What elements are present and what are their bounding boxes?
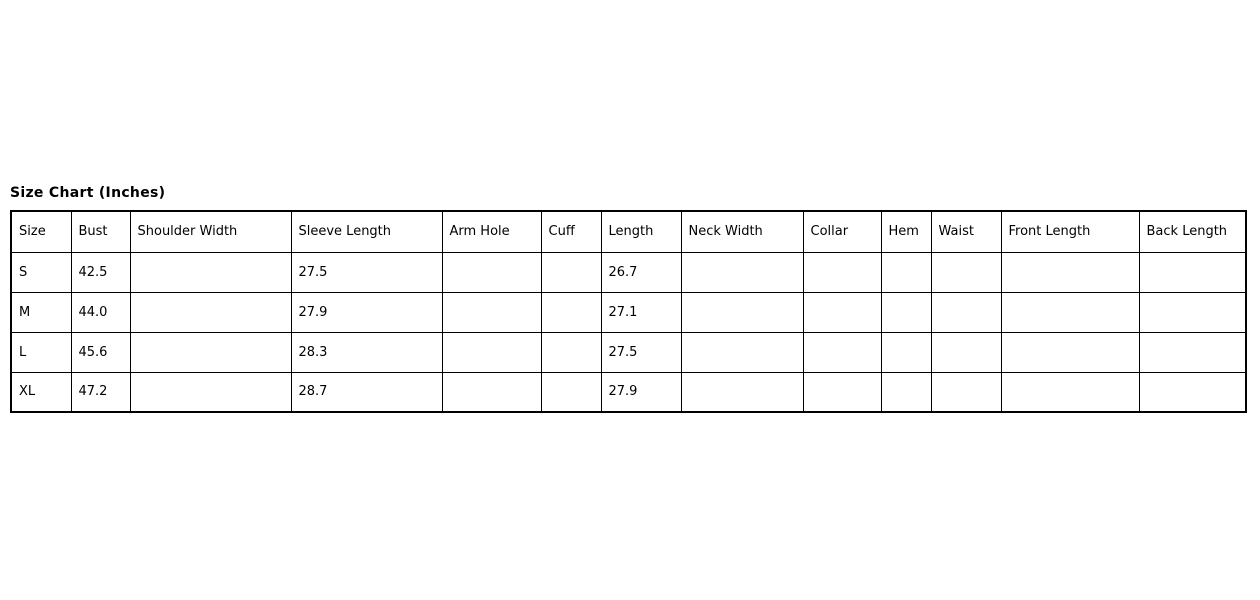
col-header-cuff: Cuff xyxy=(540,210,602,253)
table-cell: 27.9 xyxy=(600,371,682,413)
table-cell: 26.7 xyxy=(600,251,682,293)
table-cell xyxy=(802,291,882,333)
table-cell xyxy=(1138,291,1247,333)
table-cell xyxy=(540,291,602,333)
size-cell: S xyxy=(10,251,72,293)
table-row-s: S 42.5 27.5 26.7 xyxy=(10,251,1247,293)
col-header-front-length: Front Length xyxy=(1000,210,1140,253)
table-cell: 27.9 xyxy=(290,291,443,333)
size-cell: L xyxy=(10,331,72,373)
col-header-shoulder-width: Shoulder Width xyxy=(129,210,292,253)
size-cell: M xyxy=(10,291,72,333)
table-cell xyxy=(1000,371,1140,413)
table-cell xyxy=(680,251,804,293)
table-cell xyxy=(930,251,1002,293)
table-cell xyxy=(930,331,1002,373)
table-row-m: M 44.0 27.9 27.1 xyxy=(10,291,1247,333)
table-cell: 28.7 xyxy=(290,371,443,413)
table-cell: 45.6 xyxy=(70,331,131,373)
table-cell xyxy=(880,251,932,293)
col-header-length: Length xyxy=(600,210,682,253)
table-cell xyxy=(540,251,602,293)
table-cell xyxy=(1138,331,1247,373)
table-cell xyxy=(880,371,932,413)
table-cell xyxy=(930,291,1002,333)
size-chart-table: Size Bust Shoulder Width Sleeve Length A… xyxy=(10,210,1247,413)
col-header-waist: Waist xyxy=(930,210,1002,253)
col-header-hem: Hem xyxy=(880,210,932,253)
table-row-xl: XL 47.2 28.7 27.9 xyxy=(10,371,1247,413)
table-cell: 44.0 xyxy=(70,291,131,333)
table-cell: 42.5 xyxy=(70,251,131,293)
table-cell xyxy=(680,291,804,333)
col-header-arm-hole: Arm Hole xyxy=(441,210,542,253)
table-cell xyxy=(1000,251,1140,293)
table-cell: 27.5 xyxy=(290,251,443,293)
size-chart-title: Size Chart (Inches) xyxy=(10,185,166,201)
table-cell xyxy=(880,291,932,333)
table-cell xyxy=(930,371,1002,413)
col-header-collar: Collar xyxy=(802,210,882,253)
table-cell xyxy=(129,251,292,293)
table-cell xyxy=(129,331,292,373)
table-cell: 27.1 xyxy=(600,291,682,333)
table-cell xyxy=(441,371,542,413)
table-cell xyxy=(802,371,882,413)
table-cell xyxy=(540,331,602,373)
table-cell xyxy=(1138,371,1247,413)
table-cell xyxy=(1000,291,1140,333)
table-row-l: L 45.6 28.3 27.5 xyxy=(10,331,1247,373)
col-header-neck-width: Neck Width xyxy=(680,210,804,253)
table-cell xyxy=(680,371,804,413)
table-cell: 28.3 xyxy=(290,331,443,373)
table-cell: 47.2 xyxy=(70,371,131,413)
table-cell xyxy=(540,371,602,413)
table-cell xyxy=(129,291,292,333)
table-cell xyxy=(441,291,542,333)
col-header-sleeve-length: Sleeve Length xyxy=(290,210,443,253)
table-cell xyxy=(129,371,292,413)
table-cell xyxy=(802,331,882,373)
table-cell xyxy=(880,331,932,373)
table-cell xyxy=(1138,251,1247,293)
size-cell: XL xyxy=(10,371,72,413)
col-header-bust: Bust xyxy=(70,210,131,253)
table-cell xyxy=(441,331,542,373)
table-cell: 27.5 xyxy=(600,331,682,373)
table-cell xyxy=(802,251,882,293)
header-row: Size Bust Shoulder Width Sleeve Length A… xyxy=(10,210,1247,253)
table-cell xyxy=(680,331,804,373)
table-cell xyxy=(441,251,542,293)
col-header-size: Size xyxy=(10,210,72,253)
col-header-back-length: Back Length xyxy=(1138,210,1247,253)
table-cell xyxy=(1000,331,1140,373)
